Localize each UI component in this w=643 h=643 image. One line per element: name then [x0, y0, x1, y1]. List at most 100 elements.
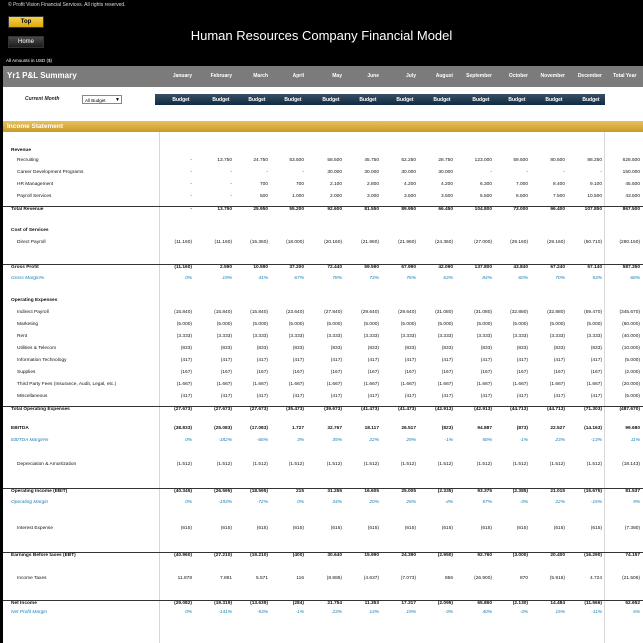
- cell-value: 4.200: [440, 182, 453, 187]
- cell-value: (3.000): [512, 553, 528, 558]
- table-row: Earnings Before taxes (EBT) (40.960) (27.2…: [3, 552, 643, 562]
- row-label: Operating Expenses: [11, 298, 58, 303]
- cell-value: 856: [444, 576, 453, 581]
- cell-value: (417): [404, 394, 416, 399]
- cell-value: 4.724: [589, 576, 602, 581]
- cell-value: (417): [480, 358, 492, 363]
- cell-value: 5.500: [479, 194, 492, 199]
- cell-value: 45.750: [364, 158, 379, 163]
- sheet-title: Yr1 P&L Summary: [7, 71, 77, 80]
- cell-value: 53%: [592, 276, 602, 281]
- cell-value: (417): [441, 394, 453, 399]
- cell-value: (11.566): [584, 601, 602, 606]
- cell-value: (1.667): [549, 382, 565, 387]
- cell-value: 26.517: [401, 426, 416, 431]
- top-button[interactable]: Top: [8, 16, 44, 28]
- cell-value: 0%: [297, 500, 304, 505]
- budget-label: Budget: [212, 97, 230, 103]
- cell-value: (615): [367, 526, 379, 531]
- cell-value: -11%: [591, 610, 602, 615]
- cell-value: (167): [220, 370, 232, 375]
- table-row: Total Revenue - 13.750 25.950 55.200 92.600 81…: [3, 206, 643, 216]
- cell-value: 28%: [406, 500, 416, 505]
- month-header: May: [332, 73, 342, 79]
- cell-value: (280.150): [619, 240, 640, 245]
- cell-value: (26.900): [474, 576, 492, 581]
- row-label: Information Technology: [17, 358, 67, 363]
- cell-value: (833): [330, 346, 342, 351]
- row-label: EBITDA: [11, 426, 29, 431]
- row-label: Operating Margin: [11, 500, 49, 505]
- cell-value: (833): [220, 346, 232, 351]
- cell-value: (42.913): [474, 407, 492, 412]
- cell-value: (167): [367, 370, 379, 375]
- cell-value: 0%: [185, 438, 192, 443]
- cell-value: 92.760: [477, 553, 492, 558]
- page-title: Human Resources Company Financial Model: [190, 28, 453, 43]
- cell-value: (167): [330, 370, 342, 375]
- cell-value: (833): [256, 346, 268, 351]
- cell-value: (60.000): [622, 322, 640, 327]
- cell-value: (40.000): [622, 334, 640, 339]
- cell-value: 70%: [555, 276, 565, 281]
- cell-value: 30.000: [327, 170, 342, 175]
- cell-value: 18.117: [364, 426, 379, 431]
- cell-value: (71.303): [584, 407, 602, 412]
- current-month-select[interactable]: All Budget ▼: [82, 95, 122, 104]
- table-row: Operating Expenses: [3, 298, 643, 307]
- table-row: Total Operating Expenses (27.673) (27.673)…: [3, 406, 643, 416]
- row-label: Total Operating Expenses: [11, 407, 70, 412]
- cell-value: (3.333): [216, 334, 232, 339]
- cell-value: (2.130): [512, 601, 528, 606]
- cell-value: (31.080): [435, 310, 453, 315]
- home-button[interactable]: Home: [8, 36, 44, 48]
- cell-value: 11.353: [364, 601, 379, 606]
- cell-value: 23%: [332, 610, 342, 615]
- cell-value: -: [190, 170, 192, 175]
- cell-value: (833): [480, 346, 492, 351]
- cell-value: (3.333): [586, 334, 602, 339]
- cell-value: 76%: [406, 276, 416, 281]
- cell-value: (1.512): [400, 462, 416, 467]
- row-label: Earnings Before taxes (EBT): [11, 553, 76, 558]
- cell-value: (417): [330, 358, 342, 363]
- cell-value: 35%: [332, 438, 342, 443]
- cell-value: (615): [516, 526, 528, 531]
- cell-value: (417): [553, 394, 565, 399]
- cell-value: (3.333): [512, 334, 528, 339]
- row-label: Revenue: [11, 148, 31, 153]
- table-row: Third Party Fees (Insurance, Audit, Lega…: [3, 382, 643, 391]
- cell-value: (417): [404, 358, 416, 363]
- cell-value: (417): [220, 358, 232, 363]
- cell-value: 81.550: [364, 207, 379, 212]
- cell-value: 3.500: [403, 194, 416, 199]
- cell-value: 4.200: [403, 182, 416, 187]
- cell-value: (833): [590, 346, 602, 351]
- cell-value: (1.667): [176, 382, 192, 387]
- cell-value: -193%: [218, 500, 232, 505]
- cell-value: (27.840): [324, 310, 342, 315]
- budget-label: Budget: [545, 97, 563, 103]
- cell-value: (1.512): [288, 462, 304, 467]
- month-header-row: Yr1 P&L Summary January February March Apri…: [3, 66, 643, 87]
- cell-value: (11.160): [174, 265, 192, 270]
- cell-value: (167): [292, 370, 304, 375]
- cell-value: 215: [295, 489, 304, 494]
- row-label: Depreciation & Amortization: [17, 462, 77, 467]
- cell-value: -1%: [444, 438, 453, 443]
- cell-value: (2.000): [624, 370, 640, 375]
- cell-value: (615): [441, 526, 453, 531]
- cell-value: (833): [441, 346, 453, 351]
- cell-value: (3.333): [176, 334, 192, 339]
- cell-value: 43.840: [513, 265, 528, 270]
- cell-value: (1.667): [252, 382, 268, 387]
- table-row: Cost of Services: [3, 228, 643, 237]
- cell-value: 99.680: [625, 426, 640, 431]
- row-label: Interest Expense: [17, 526, 53, 531]
- cell-value: 43.500: [625, 194, 640, 199]
- cell-value: (417): [367, 358, 379, 363]
- row-label: Marketing: [17, 322, 39, 327]
- cell-value: (20.160): [324, 240, 342, 245]
- cell-value: (26.595): [214, 489, 232, 494]
